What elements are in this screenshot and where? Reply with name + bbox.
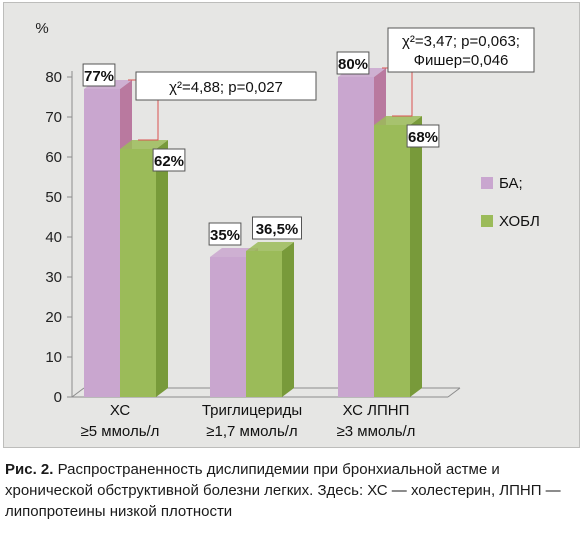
bar-series2-cat1-top [120, 140, 168, 149]
bar-series1-cat1 [84, 89, 120, 397]
annotation-box-cat1 [135, 71, 317, 101]
y-tick-label: 70 [45, 109, 62, 126]
legend-label-series1: БА; [499, 175, 523, 192]
value-label-series1-cat2-box [208, 222, 242, 246]
bar-series2-cat1-side [156, 140, 168, 397]
y-tick-label: 10 [45, 349, 62, 366]
value-label-series1-cat3: 80% [338, 56, 368, 73]
caption-text: Распространенность дислипидемии при брон… [5, 461, 561, 520]
y-tick-label: 20 [45, 309, 62, 326]
bar-series1-cat2 [210, 257, 246, 397]
x-tick-label-cat2-line1: Триглицериды [202, 402, 302, 419]
bar-series2-cat3-side [410, 116, 422, 397]
figure-caption: Рис. 2. Распространенность дислипидемии … [5, 459, 579, 522]
bar-series2-cat2 [246, 251, 282, 397]
x-tick-label-cat2-line2: ≥1,7 ммоль/л [206, 423, 297, 440]
significance-bracket-cat3 [382, 67, 413, 117]
value-label-series1-cat2: 35% [210, 227, 240, 244]
annotation-text-cat3-line2: Фишер=0,046 [414, 52, 509, 69]
floor-depth-line [71, 387, 85, 398]
annotation-box-cat3 [387, 27, 535, 73]
bar-series2-cat2-side [282, 242, 294, 397]
y-tick-label: 60 [45, 149, 62, 166]
x-tick-label-cat1-line2: ≥5 ммоль/л [81, 423, 160, 440]
x-tick-label-cat3-line1: ХС ЛПНП [343, 402, 410, 419]
y-tick-label: 0 [54, 389, 62, 406]
bar-series2-cat3 [374, 125, 410, 397]
y-tick-label: 40 [45, 229, 62, 246]
value-label-series1-cat3-box [336, 51, 370, 75]
value-label-series2-cat1: 62% [154, 153, 184, 170]
floor-right-line [447, 387, 461, 398]
y-unit-label: % [35, 20, 48, 37]
legend-swatch-series2 [481, 215, 493, 227]
annotation-text-cat1-line1: χ²=4,88; p=0,027 [169, 79, 283, 96]
bar-series2-cat3-top [374, 116, 422, 125]
bar-chart: 0 10 20 30 40 50 60 70 80% 77% 62% 35% 36,5% 80% 68% χ²… [35, 20, 540, 440]
legend-label-series2: ХОБЛ [499, 213, 540, 230]
legend-swatch-series1 [481, 177, 493, 189]
x-tick-label-cat3-line2: ≥3 ммоль/л [337, 423, 416, 440]
y-tick-label: 30 [45, 269, 62, 286]
bar-series2-cat1 [120, 149, 156, 397]
annotation-text-cat3-line1: χ²=3,47; p=0,063; [402, 33, 520, 50]
value-label-series2-cat3-box [406, 124, 440, 148]
y-tick-label: 50 [45, 189, 62, 206]
value-label-series2-cat3: 68% [408, 129, 438, 146]
caption-label: Рис. 2. [5, 461, 54, 478]
y-tick-label: 80 [45, 69, 62, 86]
value-label-series1-cat1-box [82, 63, 116, 87]
value-label-series2-cat1-box [152, 148, 186, 172]
value-label-series2-cat2: 36,5% [256, 221, 299, 238]
value-label-series1-cat1: 77% [84, 68, 114, 85]
x-tick-label-cat1-line1: ХС [110, 402, 131, 419]
value-label-series2-cat2-box [252, 216, 302, 240]
bar-series2-cat2-top [246, 242, 294, 251]
bar-series1-cat3 [338, 77, 374, 397]
